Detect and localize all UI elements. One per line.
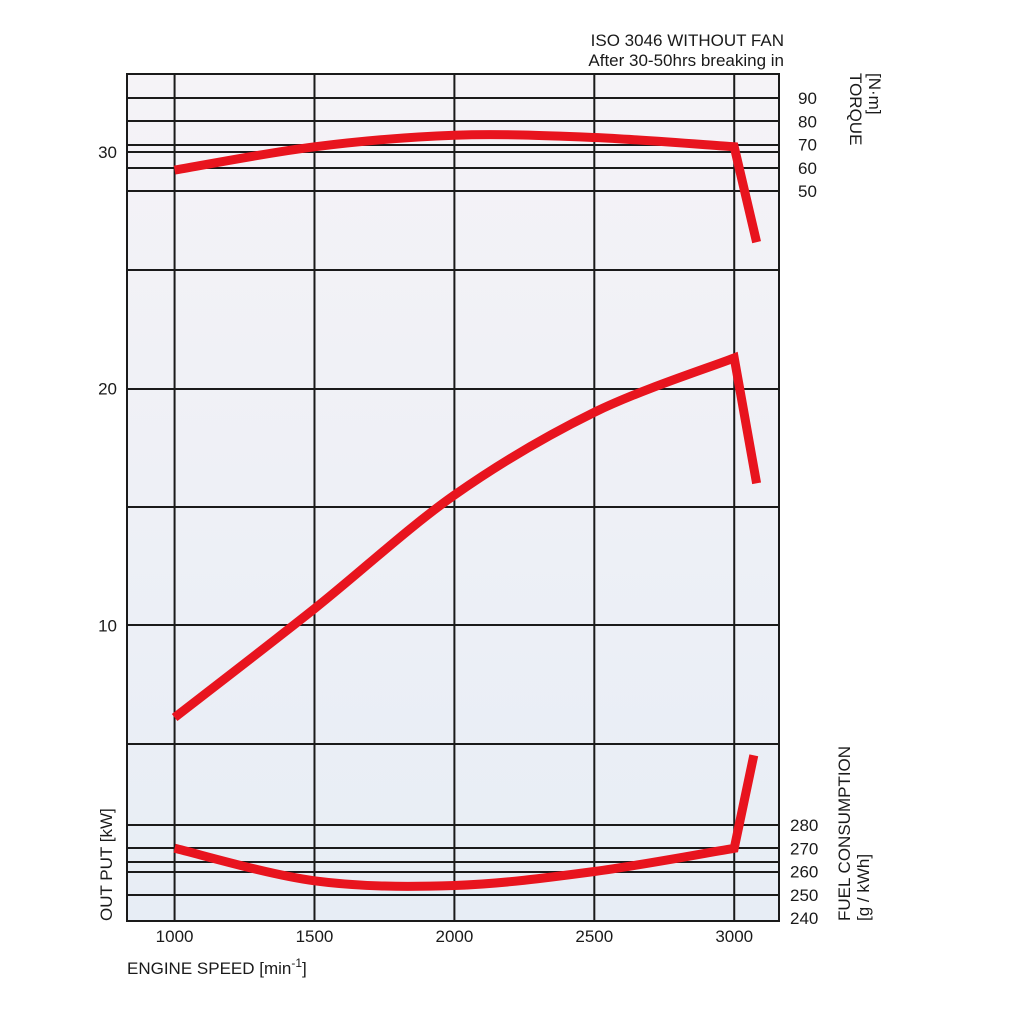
- output-tick-labels: 10 20 30: [98, 143, 117, 635]
- fuel-tick-label: 270: [790, 839, 818, 858]
- torque-tick-labels: 50 60 70 80 90: [798, 89, 817, 201]
- output-curve: [171, 351, 762, 722]
- x-tick-labels: 1000 1500 2000 2500 3000: [156, 927, 753, 946]
- fuel-consumption-curve: [173, 754, 759, 891]
- fuel-axis-label: FUEL CONSUMPTION: [835, 746, 854, 921]
- fuel-tick-labels: 240 250 260 270 280: [790, 816, 818, 928]
- torque-axis-label: TORQUE: [846, 73, 865, 145]
- x-tick-label: 3000: [715, 927, 753, 946]
- x-tick-label: 1000: [156, 927, 194, 946]
- horizontal-gridlines: [127, 97, 779, 896]
- output-axis-label: OUT PUT [kW]: [97, 808, 116, 921]
- breaking-in-note: After 30-50hrs breaking in: [588, 51, 784, 70]
- torque-tick-label: 90: [798, 89, 817, 108]
- fuel-tick-label: 250: [790, 886, 818, 905]
- fuel-tick-label: 260: [790, 863, 818, 882]
- output-tick-label: 10: [98, 616, 117, 635]
- x-tick-label: 2000: [435, 927, 473, 946]
- x-tick-label: 1500: [296, 927, 334, 946]
- plot-border: [126, 73, 780, 922]
- torque-tick-label: 70: [798, 136, 817, 155]
- torque-curve: [173, 130, 761, 244]
- x-tick-label: 2500: [575, 927, 613, 946]
- series-lines: [171, 130, 762, 891]
- torque-tick-label: 80: [798, 112, 817, 131]
- standard-note: ISO 3046 WITHOUT FAN: [591, 31, 784, 50]
- fuel-tick-label: 240: [790, 909, 818, 928]
- fuel-axis-unit: [g / kWh]: [854, 854, 873, 921]
- output-tick-label: 30: [98, 143, 117, 162]
- torque-axis-unit: [N·m]: [865, 73, 884, 115]
- fuel-tick-label: 280: [790, 816, 818, 835]
- x-axis-label: ENGINE SPEED [min-1]: [127, 956, 307, 978]
- torque-tick-label: 60: [798, 159, 817, 178]
- torque-tick-label: 50: [798, 182, 817, 201]
- output-tick-label: 20: [98, 380, 117, 399]
